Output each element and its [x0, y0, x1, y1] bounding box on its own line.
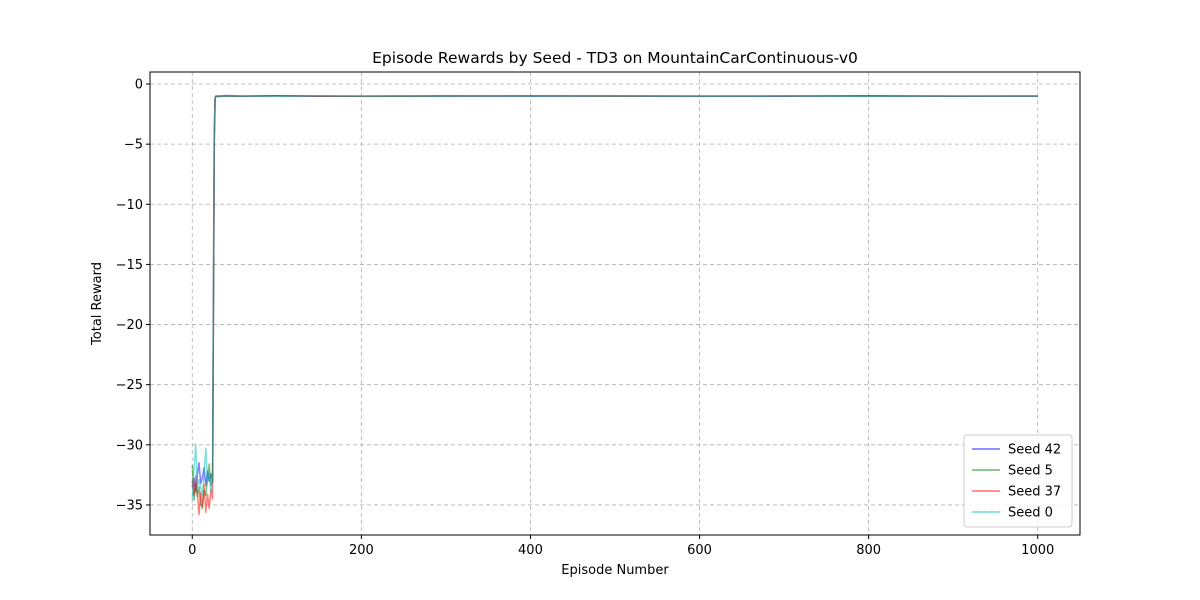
y-tick-label: −15 — [116, 258, 143, 273]
x-axis-label: Episode Number — [561, 563, 669, 578]
x-tick-label: 200 — [349, 543, 374, 558]
ticks-layer: 0 200 400 600 800 1000 0 −5 −10 −15 −20 −25 −30 −35 — [116, 78, 1055, 558]
x-tick-label: 400 — [518, 543, 543, 558]
y-axis-label: Total Reward — [90, 262, 105, 346]
y-tick-label: −20 — [116, 318, 143, 333]
series-line-seed-0 — [191, 95, 1038, 501]
legend-entry-label: Seed 37 — [1008, 485, 1061, 500]
legend-box — [963, 434, 1073, 528]
legend-entry-label: Seed 42 — [1008, 443, 1061, 458]
y-tick-label: 0 — [135, 78, 143, 93]
chart-title: Episode Rewards by Seed - TD3 on Mountai… — [372, 49, 858, 67]
y-tick-label: −30 — [116, 438, 143, 453]
legend-entry-label: Seed 0 — [1008, 506, 1053, 521]
series-layer — [191, 94, 1038, 516]
y-tick-label: −5 — [124, 138, 143, 153]
y-tick-label: −10 — [116, 198, 143, 213]
grid-layer — [150, 72, 1080, 535]
x-tick-label: 1000 — [1021, 543, 1054, 558]
y-tick-label: −25 — [116, 378, 143, 393]
legend: Seed 42 Seed 5 Seed 37 Seed 0 — [963, 434, 1073, 528]
legend-entry-label: Seed 5 — [1008, 464, 1053, 479]
y-tick-label: −35 — [116, 498, 143, 513]
x-tick-label: 800 — [856, 543, 881, 558]
x-tick-label: 600 — [687, 543, 712, 558]
plot-frame — [149, 71, 1081, 536]
x-tick-label: 0 — [188, 543, 196, 558]
